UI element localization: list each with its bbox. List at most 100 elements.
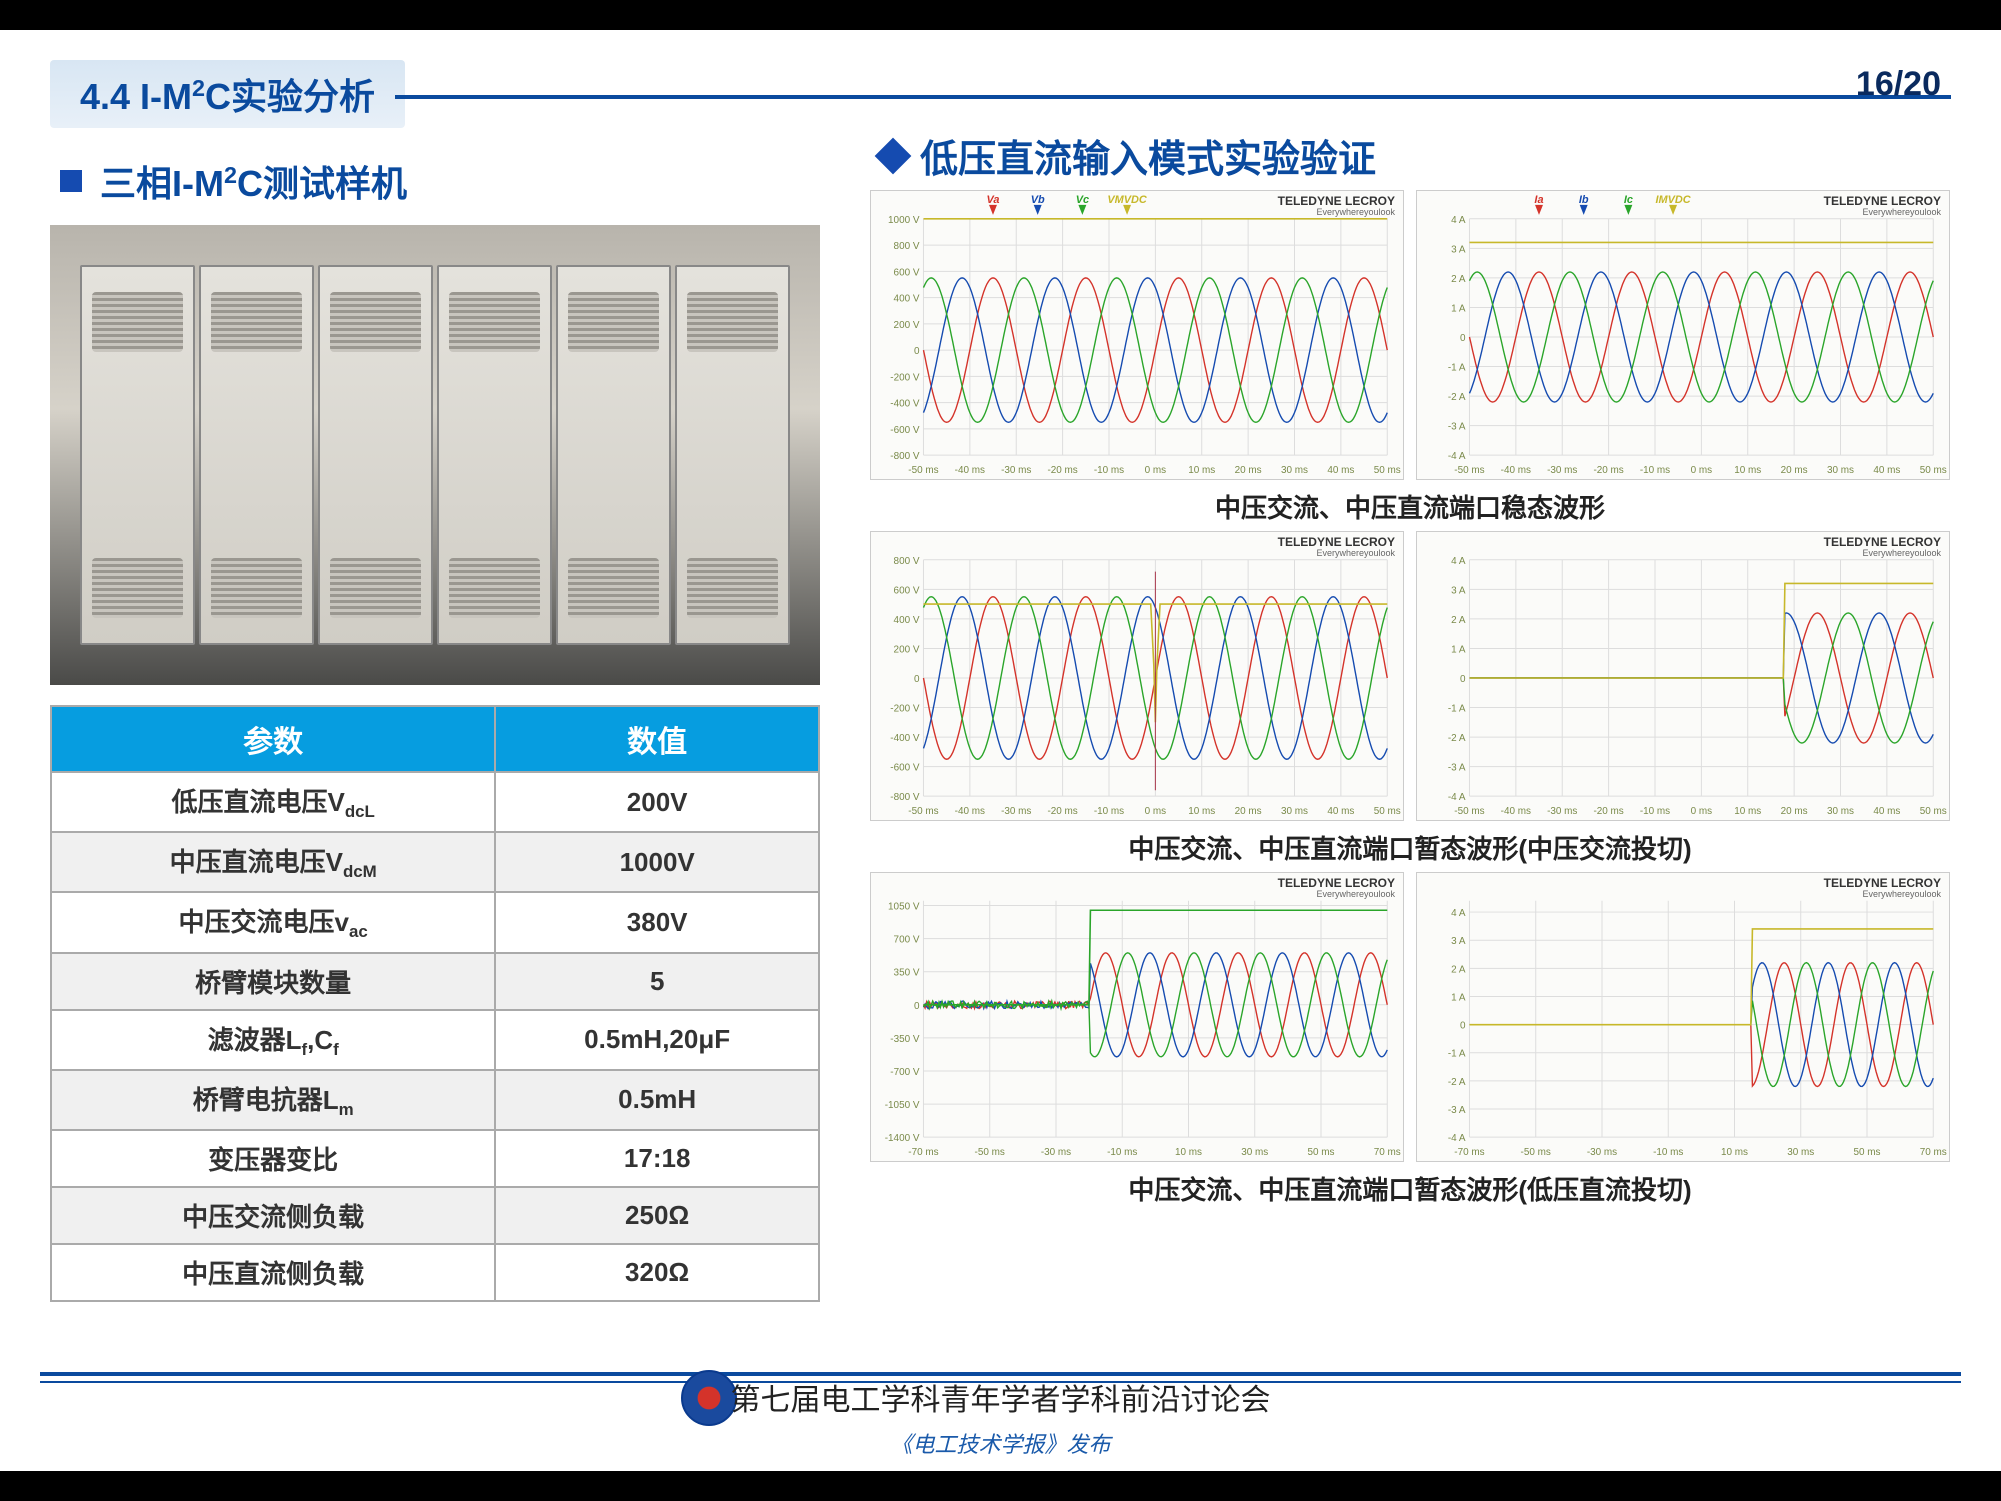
svg-text:10 ms: 10 ms bbox=[1721, 1147, 1748, 1158]
svg-text:-1050 V: -1050 V bbox=[885, 1100, 920, 1111]
oscilloscope-panel: -1400 V-1050 V-700 V-350 V0350 V700 V105… bbox=[870, 872, 1404, 1162]
svg-text:0: 0 bbox=[914, 346, 920, 357]
svg-text:Ia: Ia bbox=[1534, 194, 1543, 206]
svg-text:-50 ms: -50 ms bbox=[908, 465, 938, 476]
svg-text:-50 ms: -50 ms bbox=[908, 806, 938, 817]
svg-text:800 V: 800 V bbox=[894, 241, 920, 252]
page-number: 16/20 bbox=[1856, 65, 1941, 104]
svg-text:200 V: 200 V bbox=[894, 644, 920, 655]
left-heading-text: 三相I-M2C测试样机 bbox=[100, 155, 407, 207]
svg-text:-1400 V: -1400 V bbox=[885, 1133, 920, 1144]
svg-text:-10 ms: -10 ms bbox=[1107, 1147, 1137, 1158]
svg-text:-600 V: -600 V bbox=[890, 425, 920, 436]
table-row: 桥臂电抗器Lm0.5mH bbox=[51, 1070, 819, 1130]
svg-text:IMVDC: IMVDC bbox=[1655, 194, 1690, 206]
table-row: 桥臂模块数量5 bbox=[51, 953, 819, 1010]
svg-text:-30 ms: -30 ms bbox=[1001, 465, 1031, 476]
svg-text:20 ms: 20 ms bbox=[1781, 465, 1808, 476]
diamond-bullet-icon bbox=[875, 137, 912, 174]
svg-text:0 ms: 0 ms bbox=[1145, 465, 1167, 476]
svg-text:4 A: 4 A bbox=[1451, 215, 1466, 226]
scope-brand: TELEDYNE LECROYEverywhereyoulook bbox=[1278, 195, 1395, 218]
value-cell: 380V bbox=[495, 892, 819, 952]
svg-text:30 ms: 30 ms bbox=[1241, 1147, 1268, 1158]
equipment-photo bbox=[50, 225, 820, 685]
svg-text:20 ms: 20 ms bbox=[1781, 806, 1808, 817]
svg-text:-20 ms: -20 ms bbox=[1047, 806, 1077, 817]
value-cell: 17:18 bbox=[495, 1130, 819, 1187]
table-row: 低压直流电压VdcL200V bbox=[51, 772, 819, 832]
svg-text:70 ms: 70 ms bbox=[1920, 1147, 1947, 1158]
svg-text:-50 ms: -50 ms bbox=[1454, 806, 1484, 817]
svg-text:30 ms: 30 ms bbox=[1827, 465, 1854, 476]
th-value: 数值 bbox=[495, 706, 819, 772]
header-rule bbox=[395, 95, 1951, 99]
svg-text:-10 ms: -10 ms bbox=[1094, 465, 1124, 476]
scope-caption: 中压交流、中压直流端口暂态波形(中压交流投切) bbox=[870, 821, 1950, 872]
svg-text:70 ms: 70 ms bbox=[1374, 1147, 1401, 1158]
param-cell: 中压直流电压VdcM bbox=[51, 832, 495, 892]
svg-text:4 A: 4 A bbox=[1451, 908, 1466, 919]
section-title: 4.4 I-M2C实验分析 bbox=[50, 60, 405, 128]
svg-text:1 A: 1 A bbox=[1451, 303, 1466, 314]
svg-text:350 V: 350 V bbox=[894, 968, 920, 979]
svg-text:10 ms: 10 ms bbox=[1734, 465, 1761, 476]
svg-text:700 V: 700 V bbox=[894, 935, 920, 946]
svg-text:-800 V: -800 V bbox=[890, 792, 920, 803]
svg-text:-10 ms: -10 ms bbox=[1640, 465, 1670, 476]
param-cell: 中压交流侧负载 bbox=[51, 1187, 495, 1244]
svg-text:-40 ms: -40 ms bbox=[1501, 806, 1531, 817]
svg-text:-20 ms: -20 ms bbox=[1047, 465, 1077, 476]
right-heading-text: 低压直流输入模式实验验证 bbox=[920, 128, 1376, 183]
svg-text:-4 A: -4 A bbox=[1448, 451, 1466, 462]
svg-text:-4 A: -4 A bbox=[1448, 792, 1466, 803]
svg-text:-4 A: -4 A bbox=[1448, 1133, 1466, 1144]
svg-text:-70 ms: -70 ms bbox=[1454, 1147, 1484, 1158]
svg-text:-2 A: -2 A bbox=[1448, 733, 1466, 744]
svg-text:VMVDC: VMVDC bbox=[1107, 194, 1147, 206]
footer-journal: 《电工技术学报》发布 bbox=[0, 1427, 2001, 1459]
svg-text:-200 V: -200 V bbox=[890, 372, 920, 383]
svg-text:20 ms: 20 ms bbox=[1235, 465, 1262, 476]
svg-text:-20 ms: -20 ms bbox=[1593, 806, 1623, 817]
svg-text:-30 ms: -30 ms bbox=[1001, 806, 1031, 817]
scope-caption: 中压交流、中压直流端口暂态波形(低压直流投切) bbox=[870, 1162, 1950, 1213]
oscilloscope-panel: -4 A-3 A-2 A-1 A01 A2 A3 A4 A-50 ms-40 m… bbox=[1416, 531, 1950, 821]
svg-text:-1 A: -1 A bbox=[1448, 1049, 1466, 1060]
svg-text:1050 V: 1050 V bbox=[888, 902, 920, 913]
svg-text:30 ms: 30 ms bbox=[1281, 465, 1308, 476]
value-cell: 200V bbox=[495, 772, 819, 832]
svg-text:-50 ms: -50 ms bbox=[1454, 465, 1484, 476]
svg-text:600 V: 600 V bbox=[894, 585, 920, 596]
svg-text:-50 ms: -50 ms bbox=[975, 1147, 1005, 1158]
svg-text:1 A: 1 A bbox=[1451, 992, 1466, 1003]
svg-text:-30 ms: -30 ms bbox=[1547, 465, 1577, 476]
svg-text:-3 A: -3 A bbox=[1448, 422, 1466, 433]
svg-text:0: 0 bbox=[1460, 1021, 1466, 1032]
svg-text:400 V: 400 V bbox=[894, 294, 920, 305]
svg-text:Vc: Vc bbox=[1076, 194, 1089, 206]
svg-text:-50 ms: -50 ms bbox=[1521, 1147, 1551, 1158]
svg-text:-800 V: -800 V bbox=[890, 451, 920, 462]
svg-text:30 ms: 30 ms bbox=[1281, 806, 1308, 817]
svg-text:-40 ms: -40 ms bbox=[955, 465, 985, 476]
scope-caption: 中压交流、中压直流端口稳态波形 bbox=[870, 480, 1950, 531]
table-row: 中压交流侧负载250Ω bbox=[51, 1187, 819, 1244]
value-cell: 5 bbox=[495, 953, 819, 1010]
svg-text:-1 A: -1 A bbox=[1448, 704, 1466, 715]
svg-text:10 ms: 10 ms bbox=[1175, 1147, 1202, 1158]
svg-text:800 V: 800 V bbox=[894, 556, 920, 567]
svg-text:10 ms: 10 ms bbox=[1188, 465, 1215, 476]
table-row: 中压直流侧负载320Ω bbox=[51, 1244, 819, 1301]
svg-text:-30 ms: -30 ms bbox=[1041, 1147, 1071, 1158]
svg-text:-400 V: -400 V bbox=[890, 399, 920, 410]
svg-text:10 ms: 10 ms bbox=[1734, 806, 1761, 817]
svg-text:-2 A: -2 A bbox=[1448, 392, 1466, 403]
svg-text:3 A: 3 A bbox=[1451, 585, 1466, 596]
scope-brand: TELEDYNE LECROYEverywhereyoulook bbox=[1824, 877, 1941, 900]
svg-text:1000 V: 1000 V bbox=[888, 215, 920, 226]
svg-text:-70 ms: -70 ms bbox=[908, 1147, 938, 1158]
svg-text:Ib: Ib bbox=[1579, 194, 1589, 206]
svg-text:30 ms: 30 ms bbox=[1787, 1147, 1814, 1158]
svg-text:40 ms: 40 ms bbox=[1873, 465, 1900, 476]
